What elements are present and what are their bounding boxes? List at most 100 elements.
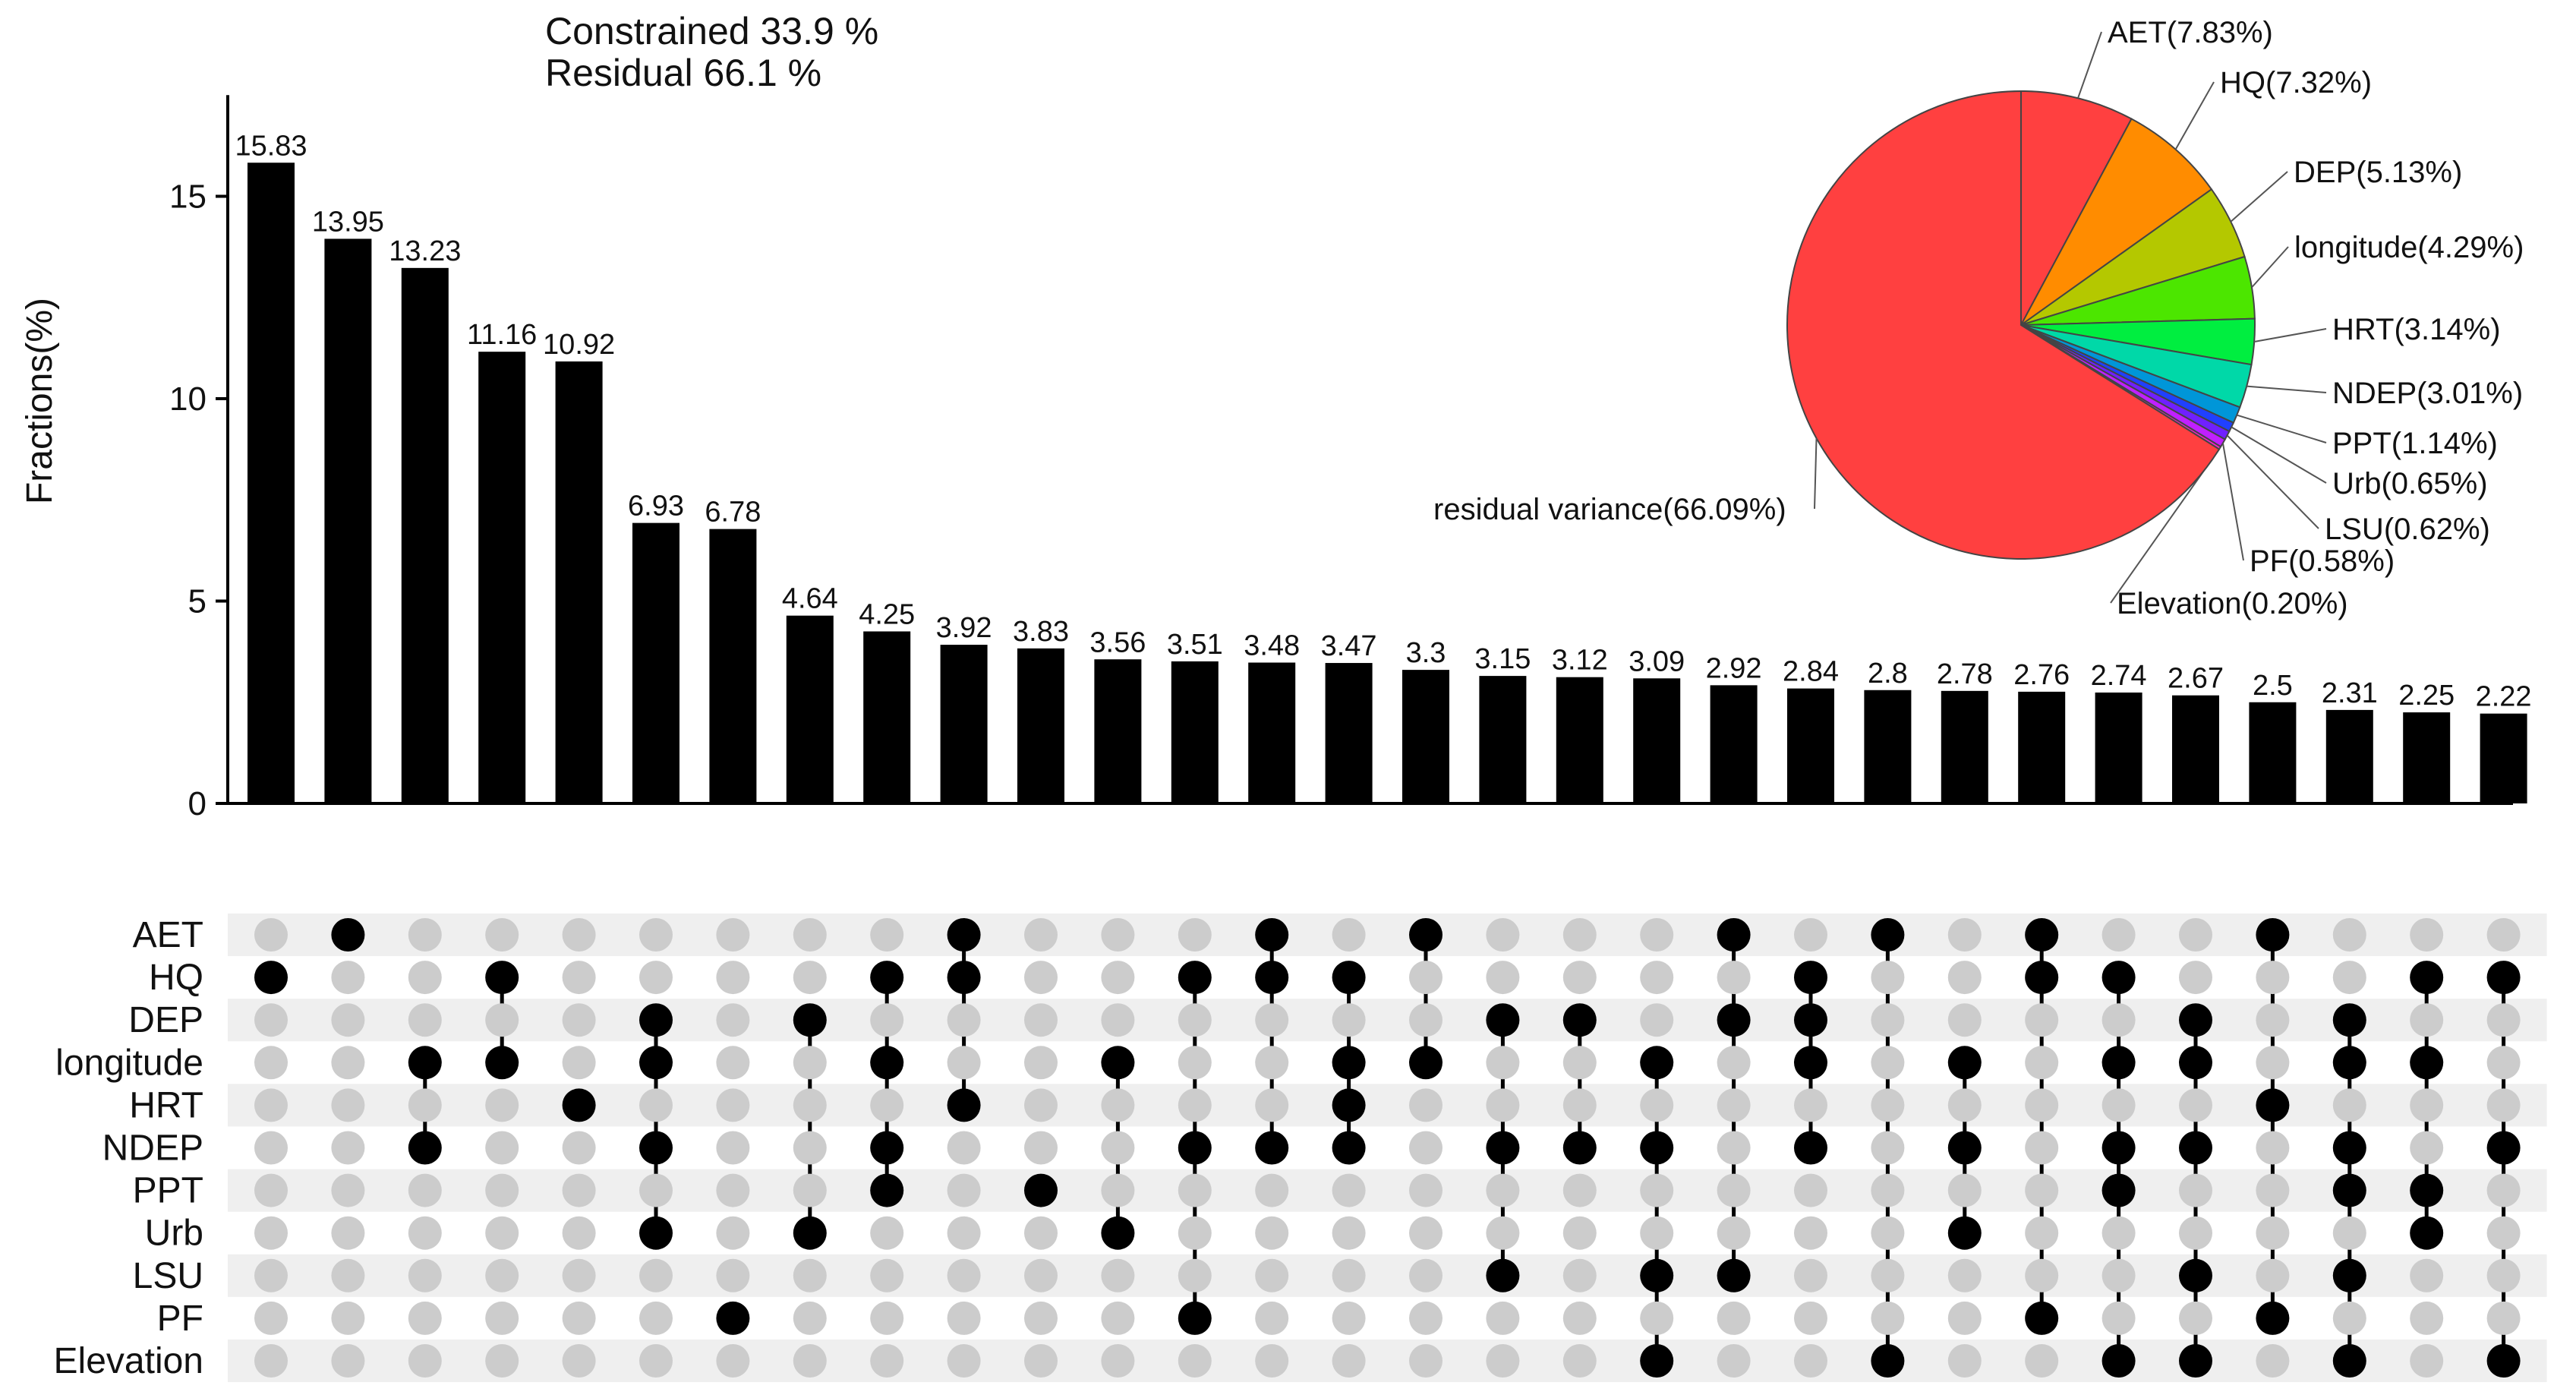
matrix-dot-inactive: [1794, 1258, 1827, 1292]
matrix-dot-inactive: [2256, 1131, 2290, 1165]
matrix-dot-inactive: [2486, 1003, 2521, 1037]
matrix-dot-inactive: [1640, 1216, 1674, 1250]
matrix-dot-inactive: [562, 1344, 596, 1378]
bar: [786, 615, 834, 803]
matrix-dot-inactive: [331, 961, 365, 995]
matrix-dot-inactive: [793, 1046, 827, 1080]
matrix-dot-inactive: [408, 1003, 442, 1037]
matrix-dot-inactive: [1255, 1046, 1289, 1080]
matrix-dot-active: [1947, 1046, 1982, 1080]
bar-value-label: 2.5: [2253, 670, 2293, 702]
matrix-dot-inactive: [2025, 1003, 2059, 1037]
matrix-dot-inactive: [947, 1258, 981, 1292]
matrix-dot-active: [408, 1046, 442, 1080]
bar-value-label: 2.8: [1868, 658, 1908, 690]
matrix-dot-inactive: [1947, 1301, 1982, 1335]
matrix-dot-active: [1562, 1131, 1597, 1165]
matrix-dot-inactive: [254, 1173, 288, 1207]
matrix-dot-inactive: [870, 918, 904, 952]
matrix-dot-inactive: [1486, 1088, 1520, 1122]
matrix-dot-inactive: [2179, 918, 2212, 952]
matrix-dot-inactive: [1255, 1216, 1289, 1250]
pie-leader-line: [2077, 31, 2102, 99]
matrix-dot-inactive: [1024, 1344, 1058, 1378]
matrix-dot-inactive: [408, 1088, 442, 1122]
matrix-dot-inactive: [1178, 1003, 1212, 1037]
matrix-stripe: [228, 1084, 2547, 1127]
matrix-dot-inactive: [2486, 918, 2521, 952]
matrix-dot-inactive: [2256, 1216, 2290, 1250]
matrix-dot-inactive: [1255, 1088, 1289, 1122]
bar: [324, 238, 372, 804]
matrix-dot-active: [1562, 1003, 1597, 1037]
matrix-dot-inactive: [1332, 1173, 1366, 1207]
bar-value-label: 13.23: [389, 235, 461, 267]
matrix-dot-inactive: [562, 1301, 596, 1335]
matrix-dot-inactive: [1486, 961, 1520, 995]
matrix-dot-inactive: [1101, 1258, 1135, 1292]
matrix-dot-inactive: [870, 1301, 904, 1335]
matrix-dot-inactive: [331, 1344, 365, 1378]
bar: [1094, 659, 1142, 803]
matrix-dot-inactive: [1332, 1301, 1366, 1335]
bar-value-label: 3.56: [1089, 626, 1146, 658]
matrix-dot-inactive: [1717, 1173, 1751, 1207]
matrix-dot-inactive: [562, 1003, 596, 1037]
bar: [1402, 670, 1449, 803]
matrix-dot-inactive: [1101, 1088, 1135, 1122]
matrix-dot-inactive: [1871, 1216, 1905, 1250]
set-label-ppt: PPT: [133, 1171, 203, 1211]
matrix-dot-inactive: [1409, 1003, 1442, 1037]
matrix-dot-inactive: [408, 1344, 442, 1378]
matrix-dot-inactive: [1409, 1131, 1442, 1165]
matrix-dot-inactive: [2179, 1216, 2212, 1250]
matrix-dot-active: [639, 1003, 673, 1037]
matrix-dot-inactive: [485, 1131, 519, 1165]
matrix-dot-inactive: [2256, 1258, 2290, 1292]
matrix-dot-inactive: [2486, 1216, 2521, 1250]
pie-label-elevation: Elevation(0.20%): [2117, 587, 2348, 620]
matrix-dot-inactive: [562, 918, 596, 952]
matrix-dot-inactive: [485, 918, 519, 952]
matrix-dot-inactive: [947, 1046, 981, 1080]
matrix-dot-active: [1255, 961, 1289, 995]
matrix-dot-inactive: [485, 1003, 519, 1037]
matrix-dot-active: [793, 1003, 827, 1037]
matrix-dot-inactive: [716, 1003, 750, 1037]
bar: [1787, 688, 1834, 803]
matrix-stripe: [228, 913, 2547, 957]
y-tick-label: 0: [188, 785, 207, 822]
matrix-dot-inactive: [331, 1173, 365, 1207]
matrix-dot-inactive: [485, 1173, 519, 1207]
matrix-dot-inactive: [1024, 1088, 1058, 1122]
matrix-dot-active: [1947, 1216, 1982, 1250]
residual-text: Residual 66.1 %: [545, 52, 821, 94]
matrix-dot-active: [1717, 1003, 1751, 1037]
matrix-dot-inactive: [1332, 918, 1366, 952]
matrix-dot-inactive: [1947, 961, 1982, 995]
matrix-dot-inactive: [1562, 1046, 1597, 1080]
pie-label-ppt: PPT(1.14%): [2332, 427, 2498, 460]
matrix-dot-inactive: [1409, 1088, 1442, 1122]
matrix-dot-inactive: [639, 1344, 673, 1378]
matrix-dot-inactive: [2486, 1301, 2521, 1335]
matrix-dot-active: [1794, 1046, 1827, 1080]
matrix-dot-inactive: [254, 1301, 288, 1335]
bar-value-label: 3.47: [1321, 630, 1377, 662]
matrix-dot-inactive: [870, 1088, 904, 1122]
matrix-dot-inactive: [1409, 961, 1442, 995]
matrix-dot-inactive: [2179, 1088, 2212, 1122]
pie-label-ndep: NDEP(3.01%): [2332, 377, 2523, 410]
matrix-dot-inactive: [1794, 1344, 1827, 1378]
matrix-dot-inactive: [331, 1046, 365, 1080]
matrix-dot-inactive: [562, 1216, 596, 1250]
matrix-dot-inactive: [2332, 918, 2366, 952]
matrix-dot-inactive: [793, 1344, 827, 1378]
matrix-dot-inactive: [793, 1173, 827, 1207]
matrix-dot-active: [1640, 1344, 1674, 1378]
matrix-dot-active: [1947, 1131, 1982, 1165]
matrix-dot-inactive: [1871, 1003, 1905, 1037]
matrix-dot-inactive: [1255, 1344, 1289, 1378]
bar-value-label: 3.3: [1406, 637, 1446, 669]
y-tick-label: 10: [169, 380, 207, 418]
